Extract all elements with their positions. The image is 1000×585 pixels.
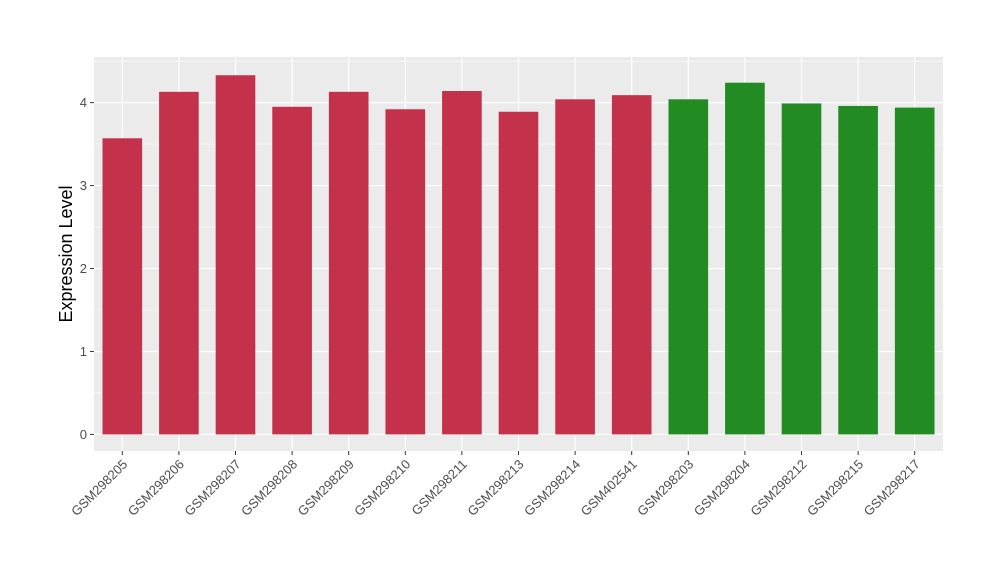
bar-GSM402541 xyxy=(611,95,652,435)
x-tick-label: GSM298204 xyxy=(691,457,753,519)
bar-GSM298203 xyxy=(668,99,709,435)
y-tick-label: 1 xyxy=(80,344,87,359)
x-tick-label: GSM298210 xyxy=(351,457,413,519)
bar-GSM298209 xyxy=(328,91,369,435)
bar-GSM298210 xyxy=(385,109,426,435)
x-tick-label: GSM298211 xyxy=(408,457,470,519)
x-tick-label: GSM298205 xyxy=(68,457,130,519)
y-tick-label: 3 xyxy=(80,178,87,193)
x-tick-label: GSM298214 xyxy=(521,457,583,519)
x-tick-label: GSM298212 xyxy=(747,457,809,519)
bar-GSM298211 xyxy=(442,91,482,435)
x-axis: GSM298205GSM298206GSM298207GSM298208GSM2… xyxy=(68,451,923,519)
bar-GSM298205 xyxy=(102,138,143,435)
bar-GSM298215 xyxy=(838,105,878,435)
y-axis-label: Expression Level xyxy=(56,185,76,322)
x-tick-label: GSM298206 xyxy=(125,457,187,519)
y-tick-label: 0 xyxy=(80,427,87,442)
x-tick-label: GSM298217 xyxy=(861,457,923,519)
bar-GSM298212 xyxy=(781,103,822,435)
bar-GSM298206 xyxy=(159,91,199,435)
bar-GSM298208 xyxy=(272,106,312,435)
bar-GSM298214 xyxy=(555,99,595,435)
y-axis: 0 1 2 3 4 xyxy=(80,95,94,442)
x-tick-label: GSM298207 xyxy=(181,457,243,519)
x-tick-label: GSM298213 xyxy=(464,457,526,519)
bar-GSM298207 xyxy=(215,75,256,435)
bar-GSM298204 xyxy=(725,82,765,435)
y-tick-label: 4 xyxy=(80,95,87,110)
bars xyxy=(102,75,935,435)
bar-GSM298213 xyxy=(498,111,539,435)
x-tick-label: GSM298208 xyxy=(238,457,300,519)
y-tick-label: 2 xyxy=(80,261,87,276)
x-tick-label: GSM298203 xyxy=(634,457,696,519)
x-tick-label: GSM298215 xyxy=(804,457,866,519)
x-tick-label: GSM298209 xyxy=(295,457,357,519)
x-tick-label: GSM402541 xyxy=(578,457,640,519)
bar-GSM298217 xyxy=(894,107,935,435)
